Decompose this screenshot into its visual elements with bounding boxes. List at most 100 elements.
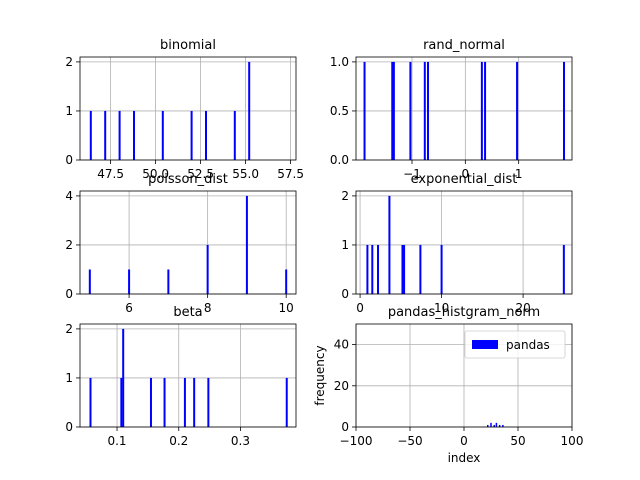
histogram-bar xyxy=(366,244,369,294)
histogram-bar xyxy=(122,328,125,427)
x-tick-label: 0 xyxy=(462,167,470,181)
y-tick-label: 2 xyxy=(65,322,73,336)
histogram-bar xyxy=(484,61,487,160)
histogram-bar xyxy=(285,377,288,427)
x-tick-label: 57.5 xyxy=(277,167,304,181)
x-tick-label: 10 xyxy=(434,301,449,315)
histogram-bar xyxy=(409,61,412,160)
y-tick-label: 0 xyxy=(65,420,73,434)
histogram-bar xyxy=(133,110,135,160)
histogram-bar xyxy=(502,424,504,427)
x-tick-label: 1 xyxy=(515,167,523,181)
y-tick-label: 0.5 xyxy=(330,104,349,118)
histogram-bar xyxy=(377,244,380,294)
histogram-bar xyxy=(423,61,426,160)
histogram-bar xyxy=(245,195,248,294)
histogram-bar xyxy=(183,377,186,427)
histogram-bar xyxy=(403,244,406,294)
x-tick-label: 55.0 xyxy=(232,167,259,181)
x-tick-label: 0.3 xyxy=(231,434,250,448)
histogram-bar xyxy=(392,61,395,160)
subplot-title: rand_normal xyxy=(423,38,505,53)
histogram-bar xyxy=(498,424,501,427)
y-tick-label: 4 xyxy=(65,189,73,203)
histogram-bar xyxy=(248,61,251,160)
x-tick-label: 6 xyxy=(125,301,133,315)
histogram-bar xyxy=(167,269,170,294)
subplot-2: 6 8 10 0 2 4 poisson_dist xyxy=(65,172,297,315)
histogram-bar xyxy=(487,424,489,427)
histogram-bar xyxy=(427,61,429,160)
y-tick-label: 0 xyxy=(65,153,73,167)
x-tick-label: 8 xyxy=(204,301,212,315)
y-tick-label: 0.0 xyxy=(330,153,349,167)
axes-frame xyxy=(79,323,297,428)
histogram-bar xyxy=(363,61,366,160)
axes-frame xyxy=(79,190,297,295)
x-tick-label: −50 xyxy=(397,434,422,448)
x-tick-label: 52.5 xyxy=(187,167,214,181)
axes-frame xyxy=(79,56,297,161)
histogram-bar xyxy=(419,244,422,294)
histogram-bar xyxy=(495,422,498,427)
histogram-bar xyxy=(190,110,193,160)
x-tick-label: 0 xyxy=(460,434,468,448)
y-tick-label: 1 xyxy=(65,104,73,118)
histogram-bar xyxy=(120,377,123,427)
histogram-bar xyxy=(89,110,92,160)
x-tick-label: 20 xyxy=(515,301,530,315)
subplot-3: 0 10 20 0 1 2 exponential_dist xyxy=(341,172,573,315)
y-tick-label: 2 xyxy=(341,189,349,203)
histogram-bar xyxy=(440,244,443,294)
y-tick-label: 1.0 xyxy=(330,55,349,69)
subplot-1: −1 0 1 0.0 0.5 1.0 rand_normal xyxy=(330,38,573,181)
x-tick-label: 47.5 xyxy=(97,167,124,181)
histogram-bar xyxy=(490,422,492,427)
histogram-bar xyxy=(516,61,519,160)
histogram-bar xyxy=(371,244,374,294)
histogram-bar xyxy=(89,377,92,427)
y-axis-label: frequency xyxy=(313,345,327,405)
x-tick-label: 50 xyxy=(510,434,525,448)
histogram-bar xyxy=(562,244,565,294)
subplot-title: beta xyxy=(173,305,202,320)
histogram-bar xyxy=(563,61,565,160)
x-tick-label: 0 xyxy=(356,301,364,315)
subplot-title: poisson_dist xyxy=(148,172,228,187)
y-tick-label: 2 xyxy=(65,238,73,252)
axes-frame xyxy=(355,56,573,161)
histogram-bar xyxy=(207,377,210,427)
x-tick-label: 0.1 xyxy=(107,434,126,448)
x-tick-label: 0.2 xyxy=(169,434,188,448)
legend-swatch xyxy=(472,340,498,349)
axes-frame xyxy=(355,190,573,295)
y-tick-label: 1 xyxy=(65,371,73,385)
legend-box xyxy=(464,330,566,359)
histogram-bar xyxy=(118,110,121,160)
histogram-bar xyxy=(285,269,288,294)
histogram-bar xyxy=(193,377,196,427)
histogram-bar xyxy=(104,110,107,160)
histogram-bar xyxy=(128,269,131,294)
subplot-title: exponential_dist xyxy=(411,172,518,187)
subplot-4: 0.1 0.2 0.3 0 1 2 beta xyxy=(65,305,297,448)
subplot-title: pandas_histgram_norm xyxy=(388,305,540,320)
x-tick-label: 100 xyxy=(561,434,584,448)
x-axis-label: index xyxy=(448,451,481,465)
histogram-bar xyxy=(163,377,166,427)
y-tick-label: 20 xyxy=(334,379,349,393)
subplot-5: −100 −50 0 50 100 0 20 40 pandas_histgram_normin… xyxy=(313,305,583,465)
legend-label: pandas xyxy=(506,338,550,352)
y-tick-label: 40 xyxy=(334,338,349,352)
histogram-bar xyxy=(401,244,404,294)
histogram-bar xyxy=(206,244,209,294)
y-tick-label: 0 xyxy=(65,287,73,301)
x-tick-label: 50.0 xyxy=(142,167,169,181)
y-tick-label: 0 xyxy=(341,287,349,301)
subplot-0: 47.5 50.0 52.5 55.0 57.5 0 1 2 binomial xyxy=(65,38,304,181)
histogram-bar xyxy=(388,195,391,294)
histogram-bar xyxy=(149,377,152,427)
y-tick-label: 0 xyxy=(341,420,349,434)
histogram-bar xyxy=(205,110,207,160)
